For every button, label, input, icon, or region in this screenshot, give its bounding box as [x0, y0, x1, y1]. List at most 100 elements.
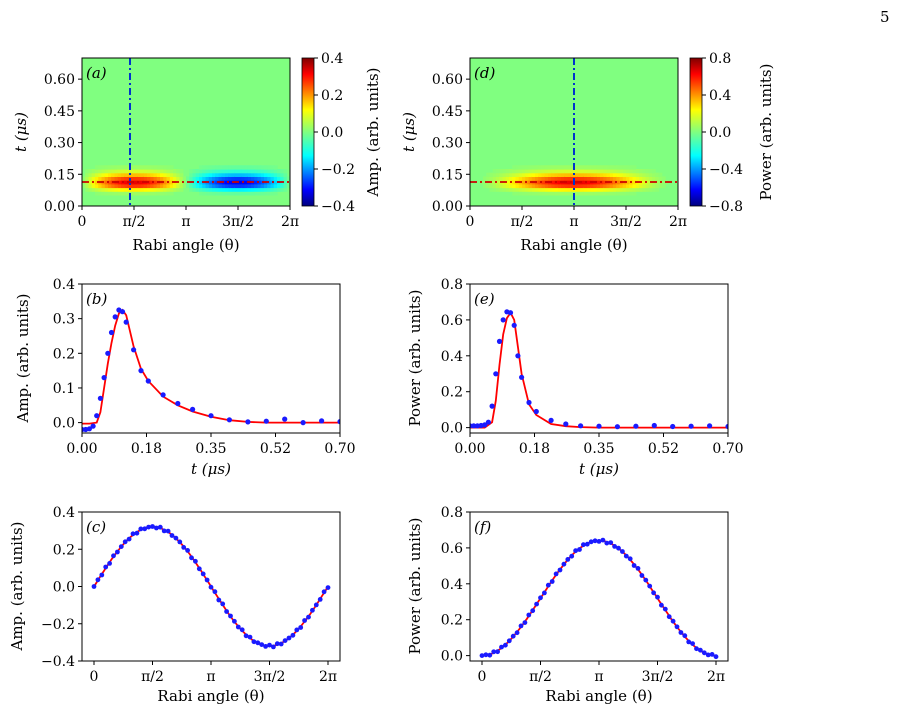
colorbar-tick-label: −0.4 [321, 199, 355, 215]
heatmap-cell [535, 176, 539, 181]
data-point [189, 555, 194, 561]
x-tick-label: 0.70 [712, 441, 743, 457]
heatmap-cell [564, 191, 569, 196]
heatmap-cell [492, 176, 497, 181]
heatmap-cell [522, 180, 526, 185]
heatmap-cell [600, 172, 604, 177]
data-point [507, 310, 514, 316]
panel-label: (a) [86, 64, 107, 82]
data-point [282, 416, 288, 422]
axes-frame [469, 283, 729, 434]
heatmap-cell [551, 183, 556, 189]
heatmap-cell [570, 180, 575, 185]
heatmap-cell [85, 187, 90, 192]
heatmap-cell [254, 165, 259, 170]
heatmap-cell [548, 169, 552, 174]
heatmap-cell [642, 187, 647, 192]
heatmap-cell [496, 187, 500, 192]
heatmap-cell [218, 187, 223, 192]
data-point [588, 539, 594, 545]
heatmap-cell [525, 172, 530, 177]
heatmap-cell [163, 176, 168, 181]
heatmap-cell [95, 191, 99, 196]
heatmap-cell [147, 176, 151, 181]
heatmap-cell [264, 165, 268, 170]
heatmap-cell [587, 191, 591, 196]
heatmap-cell [189, 187, 194, 192]
heatmap-cell [515, 191, 520, 196]
heatmap-cell [648, 183, 653, 189]
data-point [578, 423, 584, 429]
page-number: 5 [880, 8, 890, 26]
heatmap-cell [554, 176, 559, 181]
heatmap-cell [166, 191, 171, 196]
heatmap-cell [179, 180, 184, 185]
heatmap-cell [166, 165, 171, 170]
fit-line [470, 310, 728, 429]
heatmap-cell [202, 165, 207, 170]
heatmap-cell [632, 176, 637, 181]
heatmap-cell [192, 180, 197, 185]
heatmap-cell [580, 165, 585, 170]
colorbar-ticks: 0.4 0.2 0.0 −0.2 −0.4 [314, 51, 355, 215]
data-point [220, 601, 226, 607]
heatmap-cell [531, 187, 536, 192]
heatmap-cell [283, 183, 288, 189]
heatmap-cell [111, 183, 116, 189]
heatmap-cell [205, 165, 210, 170]
heatmap-cell [173, 187, 177, 192]
heatmap-cell [199, 183, 203, 189]
heatmap-cell [101, 187, 106, 192]
data-points [479, 537, 719, 660]
heatmap-cell [561, 176, 565, 181]
data-point [107, 561, 112, 566]
heatmap-cell [587, 165, 591, 170]
panel-label: (e) [474, 290, 495, 308]
heatmap-cell [257, 169, 262, 174]
heatmap-cell [609, 165, 614, 170]
heatmap-cell [528, 176, 533, 181]
heatmap-cell [82, 183, 86, 189]
data-point [616, 545, 621, 551]
data-point [545, 582, 551, 588]
heatmap-cell [596, 172, 601, 177]
heatmap-cell [108, 176, 112, 181]
data-point [608, 540, 614, 545]
heatmap-cell [577, 183, 582, 189]
heatmap-cell [570, 165, 575, 170]
heatmap-cell [147, 165, 151, 170]
heatmap-cell [140, 169, 145, 174]
heatmap-cell [525, 165, 530, 170]
heatmap-cell [283, 187, 288, 192]
heatmap-cell [596, 183, 601, 189]
heatmap-cell [590, 176, 595, 181]
data-point [557, 567, 563, 573]
data-point [612, 544, 617, 549]
heatmap-cell [234, 165, 239, 170]
heatmap-cell [189, 183, 194, 189]
data-point [160, 392, 166, 398]
heatmap-cell [215, 169, 220, 174]
heatmap-cell [512, 187, 517, 192]
heatmap-cell [509, 169, 513, 174]
heatmap-cell [218, 169, 223, 174]
heatmap-cell [652, 169, 656, 174]
data-point [290, 632, 296, 638]
heatmap-cell [212, 172, 216, 177]
heatmap-cell [208, 169, 213, 174]
data-point [204, 577, 210, 583]
data-point [165, 528, 171, 534]
heatmap-cell [199, 187, 203, 192]
heatmap-cell [512, 180, 517, 185]
data-point [678, 630, 684, 635]
heatmap-cell [645, 176, 650, 181]
heatmap-cell [277, 169, 281, 174]
x-tick-label: 3π/2 [642, 669, 674, 685]
heatmap-cell [254, 180, 259, 185]
heatmap-a-cells [82, 165, 290, 196]
data-point [651, 422, 657, 429]
heatmap-cell [241, 183, 246, 189]
heatmap-cell [257, 191, 262, 196]
data-point [274, 641, 280, 647]
x-tick-label: 2π [669, 214, 687, 230]
